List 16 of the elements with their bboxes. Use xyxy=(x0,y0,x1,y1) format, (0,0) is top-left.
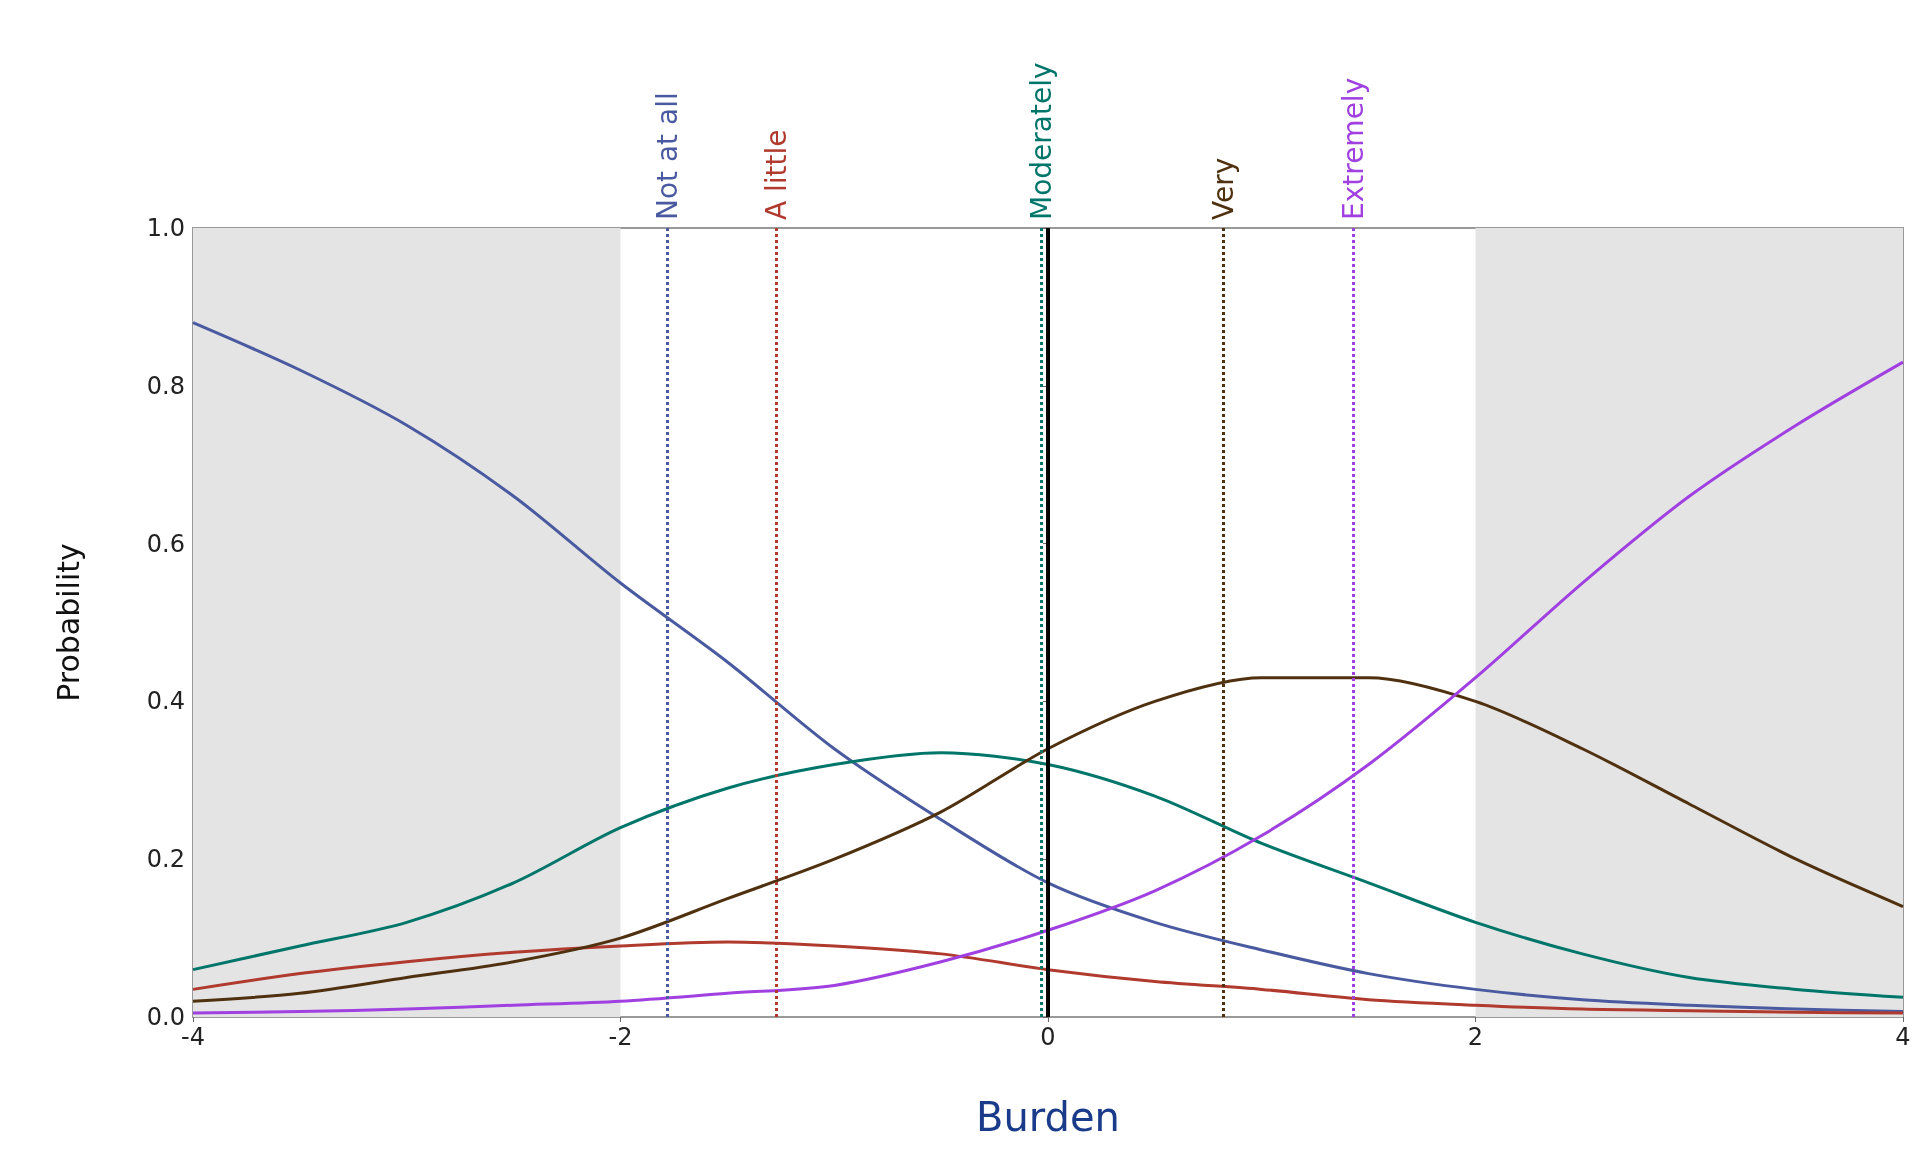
x-tick-label: -2 xyxy=(608,1023,633,1051)
y-tick-label: 1.0 xyxy=(146,214,185,242)
y-tick-label: 0.2 xyxy=(146,845,185,874)
y-tick-label: 0.4 xyxy=(146,687,185,716)
ref-line-label: Not at all xyxy=(651,92,685,220)
x-tick-label: 0 xyxy=(1040,1023,1056,1051)
ref-line-label: Moderately xyxy=(1025,62,1059,220)
x-axis-title: Burden xyxy=(976,1094,1120,1140)
x-tick-label: 2 xyxy=(1467,1023,1484,1051)
ref-line-label: Very xyxy=(1206,157,1240,220)
ref-line-label: Extremely xyxy=(1337,77,1371,220)
y-tick-label: 0.6 xyxy=(146,529,185,558)
y-tick-label: 0.8 xyxy=(146,371,185,400)
y-axis-title: Probability xyxy=(50,543,86,702)
x-tick-label: 4 xyxy=(1895,1023,1911,1051)
ref-line-label: A little xyxy=(760,129,794,220)
